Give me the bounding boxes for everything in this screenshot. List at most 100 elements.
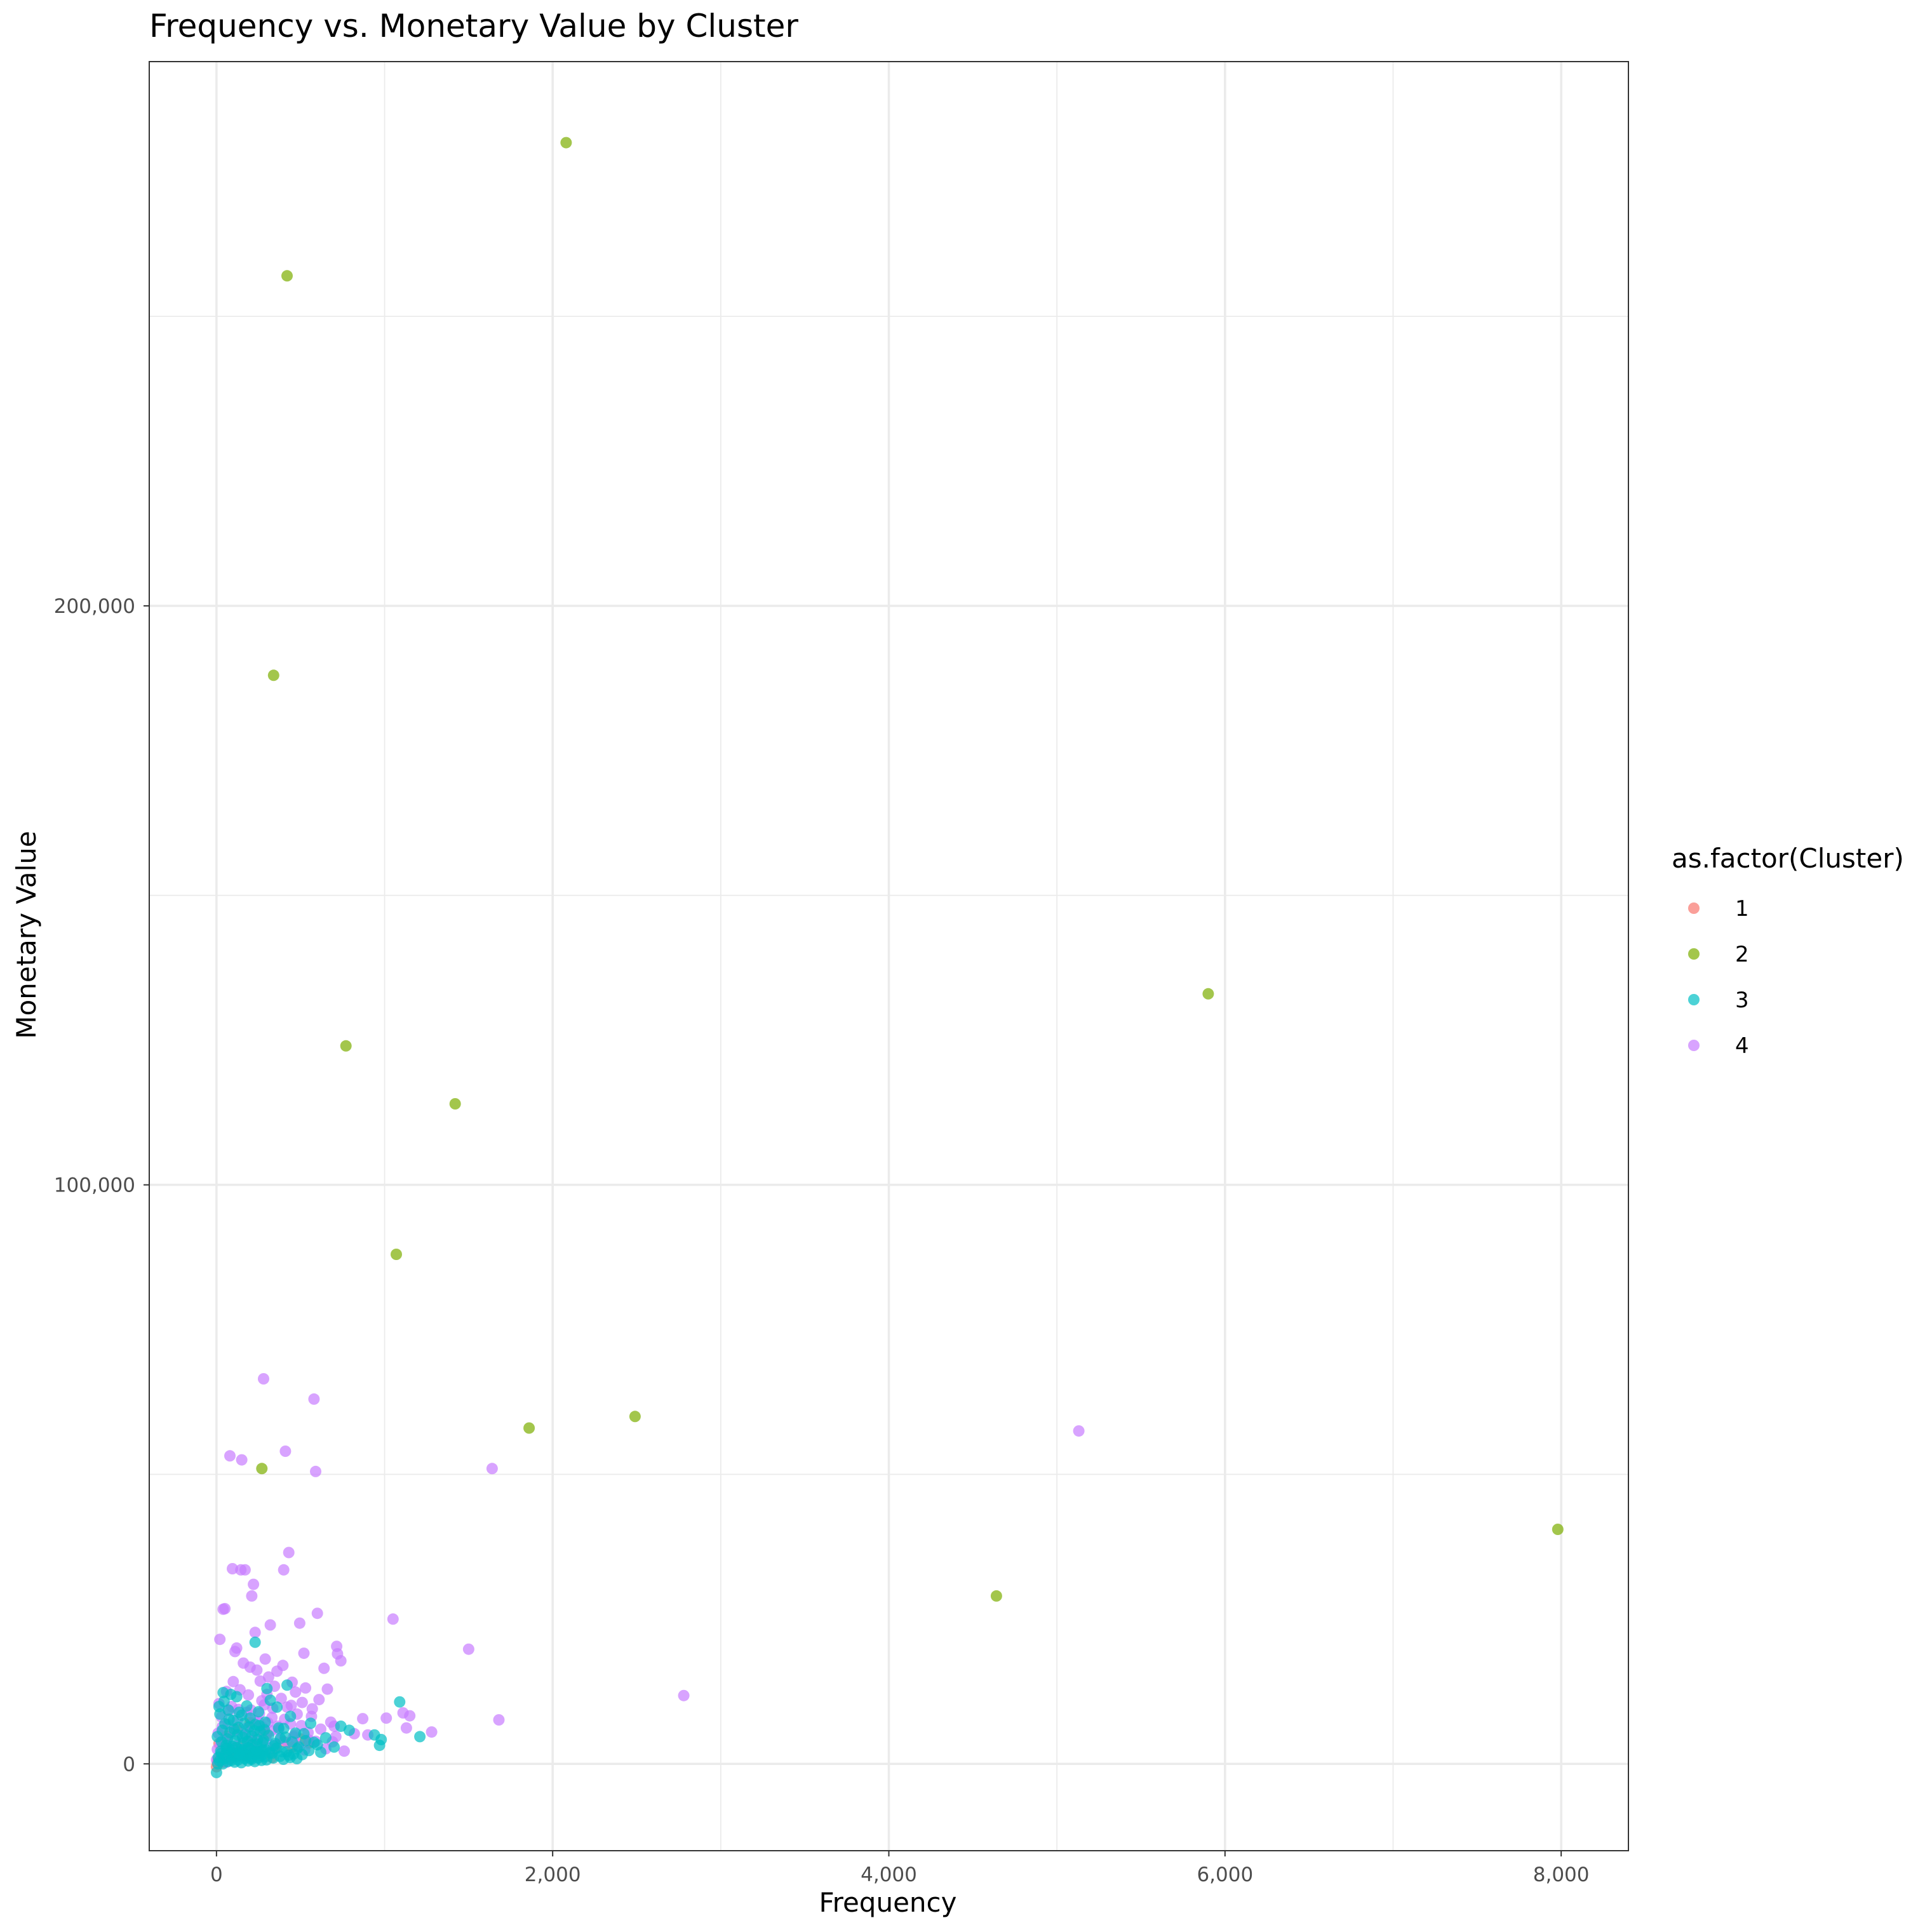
cluster-2-point	[1202, 988, 1214, 1000]
cluster-4-point	[290, 1686, 302, 1698]
cluster-3-point	[335, 1721, 347, 1732]
cluster-4-point	[678, 1689, 690, 1701]
cluster-4-point	[493, 1714, 505, 1726]
cluster-2-point	[256, 1463, 268, 1475]
cluster-2-point	[391, 1249, 402, 1260]
legend-title: as.factor(Cluster)	[1672, 843, 1904, 874]
legend-key-2	[1688, 948, 1700, 960]
cluster-4-point	[246, 1590, 258, 1602]
cluster-3-point	[217, 1724, 229, 1736]
cluster-4-point	[357, 1713, 369, 1725]
cluster-4-point	[227, 1563, 238, 1574]
cluster-4-point	[325, 1716, 337, 1728]
x-axis-ticks: 0 2,000 4,000 6,000 8,000	[210, 1851, 1590, 1886]
cluster-3-point	[319, 1732, 332, 1744]
cluster-4-point	[259, 1653, 271, 1665]
cluster-4-point	[229, 1646, 241, 1658]
cluster-4-point	[426, 1726, 438, 1738]
cluster-2-point	[629, 1411, 641, 1423]
cluster-2-point	[267, 669, 279, 681]
cluster-4-point	[387, 1613, 399, 1625]
cluster-3-point	[272, 1722, 285, 1734]
x-tick-label: 0	[210, 1863, 223, 1886]
cluster-4-point	[311, 1607, 323, 1620]
cluster-4-point	[308, 1393, 320, 1405]
legend-label-2: 2	[1735, 942, 1749, 967]
cluster-3-point	[414, 1731, 426, 1743]
legend-key-1	[1688, 902, 1700, 914]
cluster-4-point	[462, 1643, 474, 1655]
cluster-4-point	[298, 1647, 310, 1660]
y-axis-ticks: 0 100,000 200,000	[54, 595, 149, 1776]
cluster-4-point	[486, 1463, 498, 1475]
legend-label-1: 1	[1735, 896, 1749, 922]
legend: as.factor(Cluster) 1 2 3 4	[1672, 843, 1904, 1059]
cluster-3-point	[305, 1717, 317, 1729]
chart-title: Frequency vs. Monetary Value by Cluster	[149, 8, 798, 44]
cluster-3-point	[210, 1766, 222, 1778]
cluster-3-point	[290, 1727, 302, 1739]
cluster-3-point	[264, 1694, 276, 1706]
cluster-2-point	[1552, 1524, 1564, 1535]
cluster-3-point	[249, 1636, 261, 1648]
cluster-4-point	[248, 1578, 260, 1590]
cluster-4-point	[227, 1675, 239, 1687]
cluster-3-point	[368, 1729, 380, 1741]
plot-panel	[149, 61, 1629, 1851]
cluster-4-point	[264, 1619, 276, 1631]
cluster-3-point	[308, 1736, 320, 1748]
x-tick-label: 2,000	[525, 1863, 581, 1886]
cluster-3-point	[223, 1714, 235, 1726]
x-tick-label: 8,000	[1533, 1863, 1590, 1886]
y-tick-label: 100,000	[54, 1174, 135, 1197]
cluster-4-point	[278, 1564, 290, 1576]
cluster-4-point	[400, 1722, 412, 1734]
legend-key-3	[1688, 994, 1700, 1005]
cluster-4-point	[330, 1731, 342, 1743]
cluster-4-point	[236, 1454, 248, 1466]
cluster-4-point	[321, 1683, 333, 1695]
cluster-4-point	[397, 1707, 409, 1719]
cluster-3-point	[328, 1741, 340, 1753]
y-tick-label: 200,000	[54, 595, 135, 618]
cluster-4-point	[254, 1675, 266, 1687]
cluster-4-point	[275, 1693, 287, 1705]
cluster-4-point	[214, 1633, 226, 1646]
cluster-4-point	[380, 1712, 392, 1724]
legend-key-4	[1688, 1040, 1700, 1051]
cluster-4-point	[293, 1617, 305, 1629]
x-tick-label: 6,000	[1197, 1863, 1253, 1886]
cluster-2-point	[281, 270, 293, 282]
cluster-3-point	[315, 1747, 326, 1758]
cluster-3-point	[253, 1706, 264, 1718]
cluster-4-point	[271, 1665, 283, 1677]
cluster-4-point	[1073, 1425, 1085, 1437]
x-axis-title: Frequency	[819, 1887, 957, 1918]
cluster-2-point	[990, 1590, 1002, 1602]
cluster-4-point	[296, 1696, 308, 1708]
cluster-3-point	[394, 1696, 406, 1708]
cluster-4-point	[339, 1745, 350, 1757]
cluster-4-point	[238, 1657, 250, 1669]
cluster-4-point	[300, 1682, 312, 1694]
data-points	[210, 137, 1564, 1778]
cluster-3-point	[291, 1753, 303, 1764]
cluster-3-point	[225, 1688, 237, 1700]
cluster-3-point	[262, 1729, 274, 1741]
cluster-4-point	[249, 1627, 261, 1639]
legend-label-4: 4	[1735, 1033, 1749, 1059]
y-axis-title: Monetary Value	[11, 831, 42, 1038]
cluster-4-point	[279, 1446, 292, 1457]
cluster-4-point	[217, 1603, 229, 1615]
cluster-4-point	[331, 1640, 343, 1653]
cluster-4-point	[285, 1700, 297, 1712]
x-tick-label: 4,000	[861, 1863, 917, 1886]
y-tick-label: 0	[123, 1753, 135, 1776]
cluster-4-point	[318, 1662, 330, 1674]
cluster-2-point	[560, 137, 572, 149]
cluster-4-point	[224, 1450, 236, 1462]
cluster-3-point	[285, 1710, 297, 1722]
cluster-4-point	[243, 1689, 255, 1701]
cluster-2-point	[449, 1098, 461, 1110]
